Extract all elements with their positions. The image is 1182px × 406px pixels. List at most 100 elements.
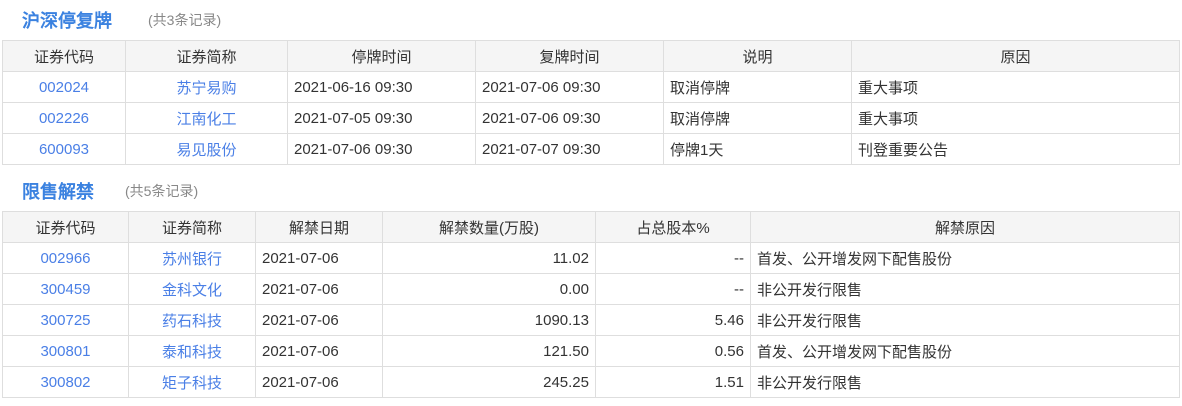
suspension-table: 证券代码 证券简称 停牌时间 复牌时间 说明 原因 002024 苏宁易购 2021… bbox=[2, 40, 1180, 165]
table-row: 300802 矩子科技 2021-07-06 245.25 1.51 非公开发行限售 bbox=[2, 366, 1180, 398]
reason-cell: 重大事项 bbox=[851, 71, 1180, 103]
resume-time-cell: 2021-07-07 09:30 bbox=[475, 133, 664, 165]
unlock-quantity-cell: 0.00 bbox=[382, 273, 596, 305]
share-percent-cell: -- bbox=[595, 242, 751, 274]
table-row: 002024 苏宁易购 2021-06-16 09:30 2021-07-06 09:… bbox=[2, 71, 1180, 103]
unlock-date: 2021-07-06 bbox=[262, 280, 339, 298]
unlock-reason: 非公开发行限售 bbox=[757, 312, 863, 330]
unlock-table: 证券代码 证券简称 解禁日期 解禁数量(万股) 占总股本% 解禁原因 00296… bbox=[2, 211, 1180, 398]
stock-code-link[interactable]: 300802 bbox=[40, 373, 91, 391]
stock-code-link[interactable]: 002024 bbox=[38, 78, 90, 96]
note-cell: 停牌1天 bbox=[663, 133, 852, 165]
unlock-quantity-cell: 1090.13 bbox=[382, 304, 596, 336]
stock-name-cell: 矩子科技 bbox=[128, 366, 256, 398]
stock-name-cell: 金科文化 bbox=[128, 273, 256, 305]
unlock-reason-cell: 非公开发行限售 bbox=[750, 366, 1180, 398]
reason: 刊登重要公告 bbox=[858, 141, 949, 159]
table-header-row: 证券代码 证券简称 解禁日期 解禁数量(万股) 占总股本% 解禁原因 bbox=[2, 211, 1180, 243]
table-row: 002226 江南化工 2021-07-05 09:30 2021-07-06 09:… bbox=[2, 102, 1180, 134]
col-header: 证券代码 bbox=[2, 40, 126, 72]
unlock-quantity: 1090.13 bbox=[534, 311, 589, 329]
stock-name-cell: 江南化工 bbox=[125, 102, 288, 134]
table-row: 300801 泰和科技 2021-07-06 121.50 0.56 首发、公开增发网下配… bbox=[2, 335, 1180, 367]
unlock-date-cell: 2021-07-06 bbox=[255, 335, 383, 367]
unlock-quantity: 245.25 bbox=[543, 373, 589, 391]
table-row: 300459 金科文化 2021-07-06 0.00 -- 非公开发行限售 bbox=[2, 273, 1180, 305]
share-percent: -- bbox=[734, 249, 744, 267]
stock-name-link[interactable]: 矩子科技 bbox=[161, 374, 222, 392]
share-percent: 0.56 bbox=[714, 342, 744, 360]
stock-name-link[interactable]: 易见股份 bbox=[176, 141, 237, 159]
col-header: 解禁数量(万股) bbox=[382, 211, 596, 243]
share-percent-cell: -- bbox=[595, 273, 751, 305]
stock-name-link[interactable]: 泰和科技 bbox=[161, 343, 222, 361]
unlock-quantity-cell: 245.25 bbox=[382, 366, 596, 398]
col-header: 说明 bbox=[663, 40, 852, 72]
unlock-reason: 非公开发行限售 bbox=[757, 374, 863, 392]
halt-time: 2021-07-05 09:30 bbox=[294, 109, 413, 127]
unlock-date-cell: 2021-07-06 bbox=[255, 366, 383, 398]
resume-time: 2021-07-06 09:30 bbox=[482, 78, 601, 96]
unlock-quantity: 11.02 bbox=[552, 249, 589, 267]
stock-name-link[interactable]: 苏宁易购 bbox=[176, 79, 237, 97]
stock-code-link[interactable]: 300459 bbox=[40, 280, 91, 298]
resume-time-cell: 2021-07-06 09:30 bbox=[475, 71, 664, 103]
stock-name-link[interactable]: 金科文化 bbox=[161, 281, 222, 299]
stock-name-link[interactable]: 药石科技 bbox=[161, 312, 222, 330]
share-percent: 5.46 bbox=[714, 311, 744, 329]
stock-name-link[interactable]: 江南化工 bbox=[176, 110, 237, 128]
resume-time: 2021-07-06 09:30 bbox=[482, 109, 601, 127]
stock-name-cell: 苏州银行 bbox=[128, 242, 256, 274]
table-header-row: 证券代码 证券简称 停牌时间 复牌时间 说明 原因 bbox=[2, 40, 1180, 72]
stock-code-cell: 300459 bbox=[2, 273, 129, 305]
stock-code-cell: 300725 bbox=[2, 304, 129, 336]
unlock-reason: 首发、公开增发网下配售股份 bbox=[757, 250, 953, 268]
stock-code-cell: 600093 bbox=[2, 133, 126, 165]
stock-name-cell: 苏宁易购 bbox=[125, 71, 288, 103]
reason: 重大事项 bbox=[858, 79, 919, 97]
unlock-reason-cell: 首发、公开增发网下配售股份 bbox=[750, 242, 1180, 274]
suspension-count: (共3条记录) bbox=[148, 12, 222, 28]
col-header: 占总股本% bbox=[595, 211, 751, 243]
col-header: 证券代码 bbox=[2, 211, 129, 243]
stock-code-cell: 002226 bbox=[2, 102, 126, 134]
table-row: 300725 药石科技 2021-07-06 1090.13 5.46 非公开发行限售 bbox=[2, 304, 1180, 336]
stock-code-link[interactable]: 002226 bbox=[38, 109, 90, 127]
suspension-title: 沪深停复牌 bbox=[22, 11, 112, 31]
halt-time: 2021-07-06 09:30 bbox=[294, 140, 413, 158]
unlock-reason-cell: 非公开发行限售 bbox=[750, 273, 1180, 305]
halt-time-cell: 2021-07-05 09:30 bbox=[287, 102, 476, 134]
col-header: 证券简称 bbox=[125, 40, 288, 72]
note-cell: 取消停牌 bbox=[663, 71, 852, 103]
col-header: 复牌时间 bbox=[475, 40, 664, 72]
unlock-date-cell: 2021-07-06 bbox=[255, 242, 383, 274]
stock-code-link[interactable]: 002966 bbox=[40, 249, 91, 267]
unlock-count: (共5条记录) bbox=[125, 183, 199, 199]
col-header: 停牌时间 bbox=[287, 40, 476, 72]
unlock-reason-cell: 首发、公开增发网下配售股份 bbox=[750, 335, 1180, 367]
col-header: 解禁原因 bbox=[750, 211, 1180, 243]
note-cell: 取消停牌 bbox=[663, 102, 852, 134]
unlock-quantity-cell: 121.50 bbox=[382, 335, 596, 367]
share-percent-cell: 0.56 bbox=[595, 335, 751, 367]
unlock-reason: 非公开发行限售 bbox=[757, 281, 863, 299]
col-header: 原因 bbox=[851, 40, 1180, 72]
stock-name-cell: 易见股份 bbox=[125, 133, 288, 165]
halt-time-cell: 2021-06-16 09:30 bbox=[287, 71, 476, 103]
stock-code-cell: 300802 bbox=[2, 366, 129, 398]
resume-time: 2021-07-07 09:30 bbox=[482, 140, 601, 158]
unlock-date: 2021-07-06 bbox=[262, 311, 339, 329]
unlock-date: 2021-07-06 bbox=[262, 342, 339, 360]
halt-time: 2021-06-16 09:30 bbox=[294, 78, 413, 96]
share-percent: -- bbox=[734, 280, 744, 298]
unlock-date: 2021-07-06 bbox=[262, 373, 339, 391]
reason-cell: 重大事项 bbox=[851, 102, 1180, 134]
unlock-title: 限售解禁 bbox=[22, 182, 94, 202]
unlock-date-cell: 2021-07-06 bbox=[255, 304, 383, 336]
note: 取消停牌 bbox=[670, 110, 731, 128]
stock-code-link[interactable]: 600093 bbox=[38, 140, 90, 158]
stock-code-link[interactable]: 300725 bbox=[40, 311, 91, 329]
stock-name-cell: 泰和科技 bbox=[128, 335, 256, 367]
stock-code-link[interactable]: 300801 bbox=[40, 342, 91, 360]
stock-name-link[interactable]: 苏州银行 bbox=[161, 250, 222, 268]
